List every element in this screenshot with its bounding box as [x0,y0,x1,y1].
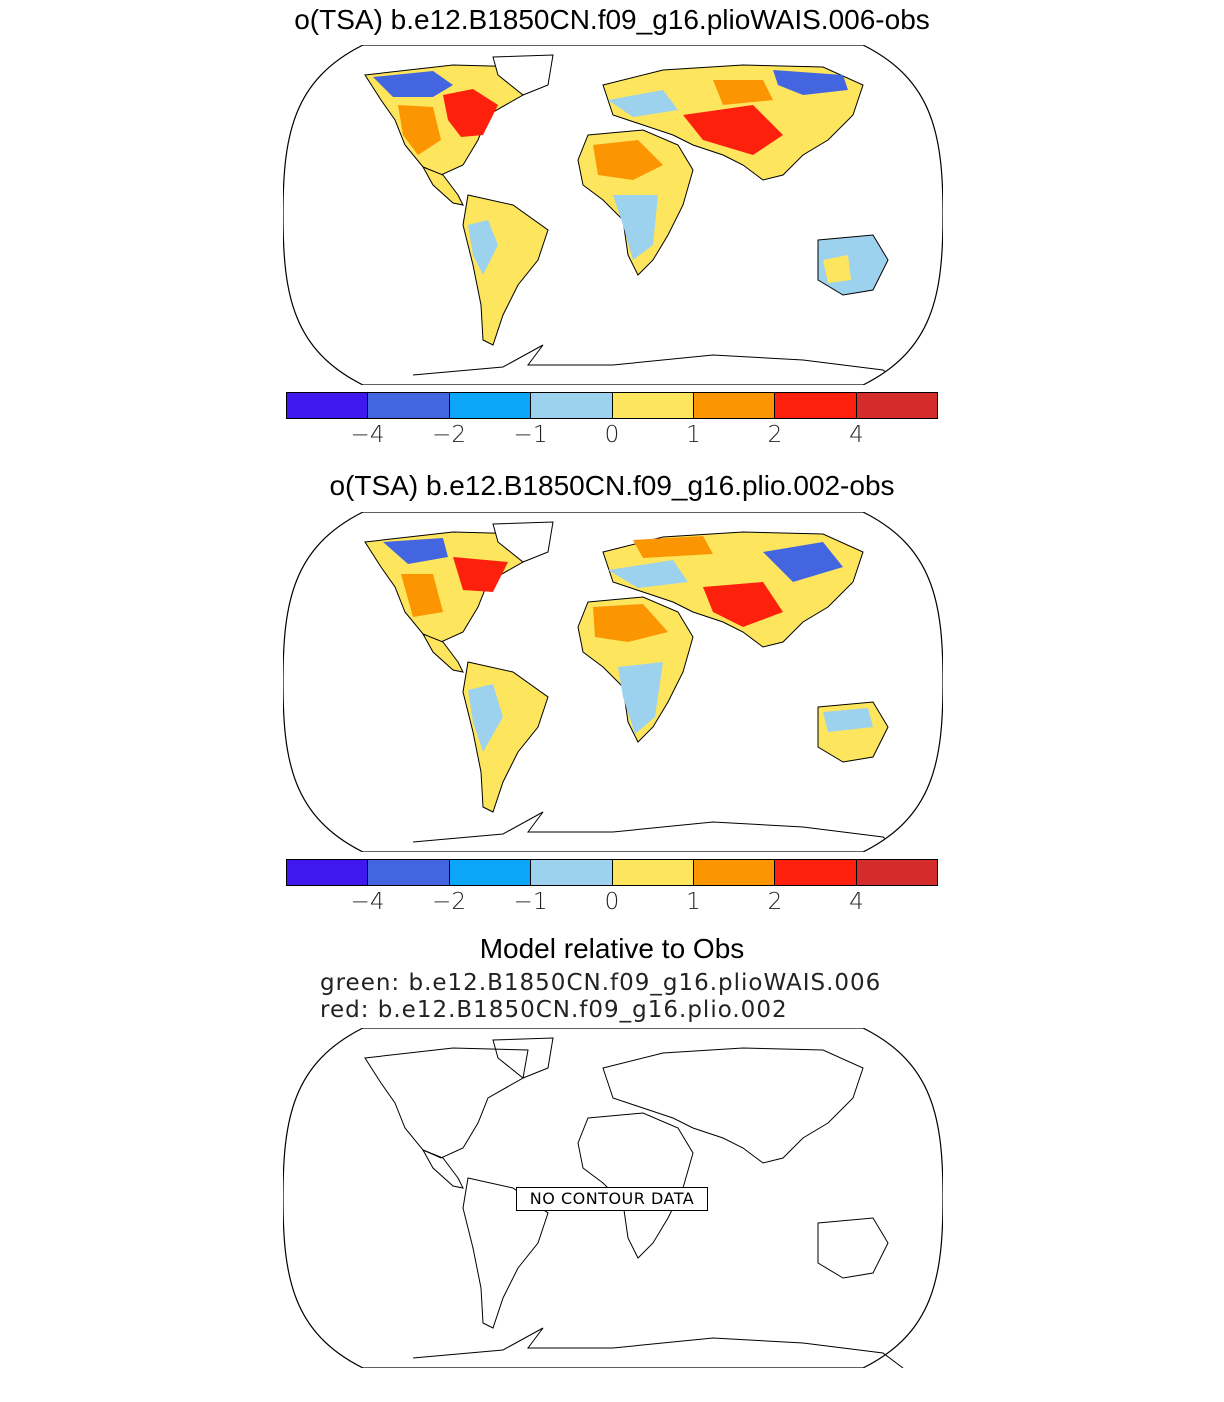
na-warm-patch [443,89,498,137]
colorbar-swatch [693,393,776,418]
eurasia-orange-patch [633,536,713,558]
colorbar-swatch [368,393,450,418]
colorbar-tick-label: 4 [849,422,864,448]
na-orange-patch [398,105,441,155]
africa-cool-patch [613,195,658,260]
panel-1-colorbar [286,392,938,419]
eurasia-cool-patch [608,90,678,117]
australia-warm-patch [823,255,851,283]
sa-cool-patch [468,684,503,752]
south-america-land [462,194,549,346]
eurasia-warm-patch [703,582,783,627]
greenland [492,54,554,96]
greenland-outline [492,1037,554,1079]
central-america-land [421,633,464,673]
colorbar-tick-label: −1 [513,422,548,448]
legend-green-line: green: b.e12.B1850CN.f09_g16.plioWAIS.00… [320,970,882,996]
na-cold-patch [383,538,448,564]
greenland [492,521,554,563]
panel-2-map-border [283,512,943,852]
eurasia-cold-patch [763,542,843,582]
colorbar-swatch [368,860,450,885]
colorbar-tick-label: −2 [432,889,466,915]
eurasia-outline [602,1047,864,1164]
colorbar-tick-label: 2 [767,422,783,448]
antarctica-outline [412,344,904,385]
na-cold-patch [373,71,453,97]
colorbar-swatch [856,860,937,885]
australia-cool-patch [823,708,873,732]
panel-1-colorbar-ticks: −4 −2 −1 0 1 2 4 [286,422,938,452]
africa-outline [577,1112,694,1259]
colorbar-tick-label: −4 [350,422,385,448]
panel-1-land-field [364,54,904,385]
colorbar-swatch [856,393,937,418]
sa-cool-patch [468,220,498,275]
colorbar-tick-label: −4 [350,889,385,915]
colorbar-swatch [531,393,613,418]
colorbar-swatch [612,860,694,885]
north-america-outline [364,1047,529,1159]
colorbar-tick-label: 0 [604,889,620,915]
colorbar-tick-label: 1 [686,422,701,448]
eurasia-cold-patch [773,70,848,95]
panel-2-land-field [364,521,904,852]
panel-2-colorbar [286,859,938,886]
south-america-land [462,661,549,813]
colorbar-tick-label: 1 [686,889,701,915]
antarctica-outline [412,811,904,852]
australia-outline [817,1217,889,1279]
comparison-map-border [283,1028,943,1368]
colorbar-swatch [287,393,369,418]
panel-2-colorbar-ticks: −4 −2 −1 0 1 2 4 [286,889,938,919]
panel-2-title: o(TSA) b.e12.B1850CN.f09_g16.plio.002-ob… [329,470,895,501]
eurasia-warm-patch [683,105,783,155]
no-contour-data-label: NO CONTOUR DATA [516,1187,708,1211]
panel-1-map [283,45,943,385]
panel-1-title: o(TSA) b.e12.B1850CN.f09_g16.plioWAIS.00… [294,4,930,35]
colorbar-tick-label: −2 [432,422,466,448]
panel-2-map [283,512,943,852]
africa-cool-patch [618,662,663,734]
eurasia-orange-patch [713,80,773,105]
colorbar-swatch [449,860,532,885]
colorbar-swatch [775,860,857,885]
africa-warm-patch [593,140,663,180]
central-america-land [421,166,464,206]
colorbar-swatch [449,393,532,418]
colorbar-tick-label: 4 [849,889,864,915]
north-america-land [364,531,529,643]
legend-red-line: red: b.e12.B1850CN.f09_g16.plio.002 [320,997,788,1023]
colorbar-swatch [287,860,369,885]
na-orange-patch [401,574,443,617]
central-america-outline [421,1149,464,1189]
colorbar-swatch [531,860,613,885]
antarctica-outline [412,1327,904,1368]
eurasia-cool-patch [608,560,688,588]
colorbar-swatch [612,393,694,418]
na-warm-patch [453,557,508,592]
colorbar-tick-label: −1 [513,889,548,915]
colorbar-swatch [693,860,776,885]
colorbar-tick-label: 0 [604,422,620,448]
africa-warm-patch [593,604,668,642]
panel-1-map-border [283,45,943,385]
comparison-title: Model relative to Obs [479,933,745,964]
colorbar-swatch [775,393,857,418]
colorbar-tick-label: 2 [767,889,783,915]
